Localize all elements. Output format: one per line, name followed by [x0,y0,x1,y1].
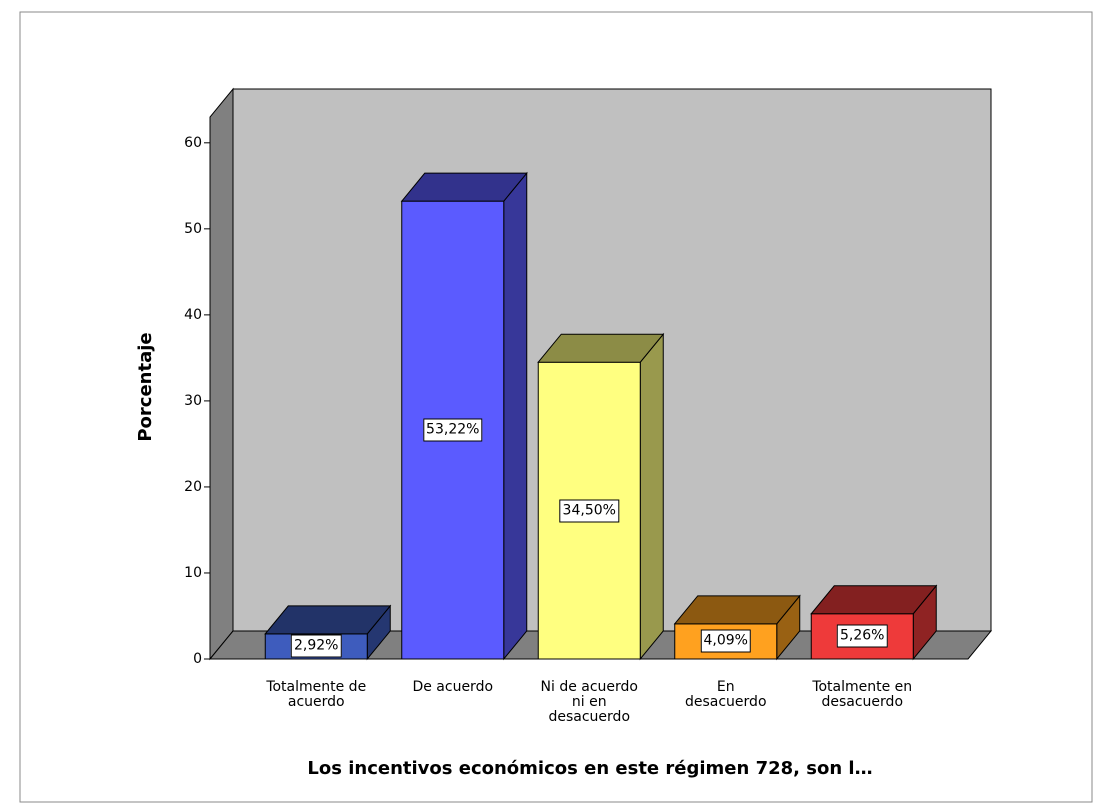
y-tick-label: 0 [193,651,202,667]
bar-top [400,172,528,202]
value-label: 2,92% [291,634,342,658]
value-label: 4,09% [700,629,751,653]
x-axis-label: Los incentivos económicos en este régime… [307,758,873,779]
value-label: 53,22% [423,418,483,442]
x-tick-label: Totalmente de acuerdo [266,679,367,710]
y-tick-label: 40 [184,307,202,323]
x-tick-label: Ni de acuerdo ni en desacuerdo [540,679,639,725]
bar-top [264,605,392,635]
y-tick-label: 50 [184,221,202,237]
bar-top [537,333,665,363]
y-tick-label: 60 [184,135,202,151]
x-tick-label: De acuerdo [412,679,494,695]
bar-side [503,171,528,661]
left-wall [209,87,234,661]
bar-top [673,595,801,625]
x-tick-label: Totalmente en desacuerdo [812,679,913,710]
value-label: 5,26% [837,624,888,648]
bar-top [810,585,938,615]
y-tick-label: 10 [184,565,202,581]
x-tick-label: En desacuerdo [684,679,767,710]
y-tick-label: 20 [184,479,202,495]
bar-side [639,332,664,661]
value-label: 34,50% [559,499,619,523]
y-axis-label: Porcentaje [135,332,156,441]
y-tick-label: 30 [184,393,202,409]
